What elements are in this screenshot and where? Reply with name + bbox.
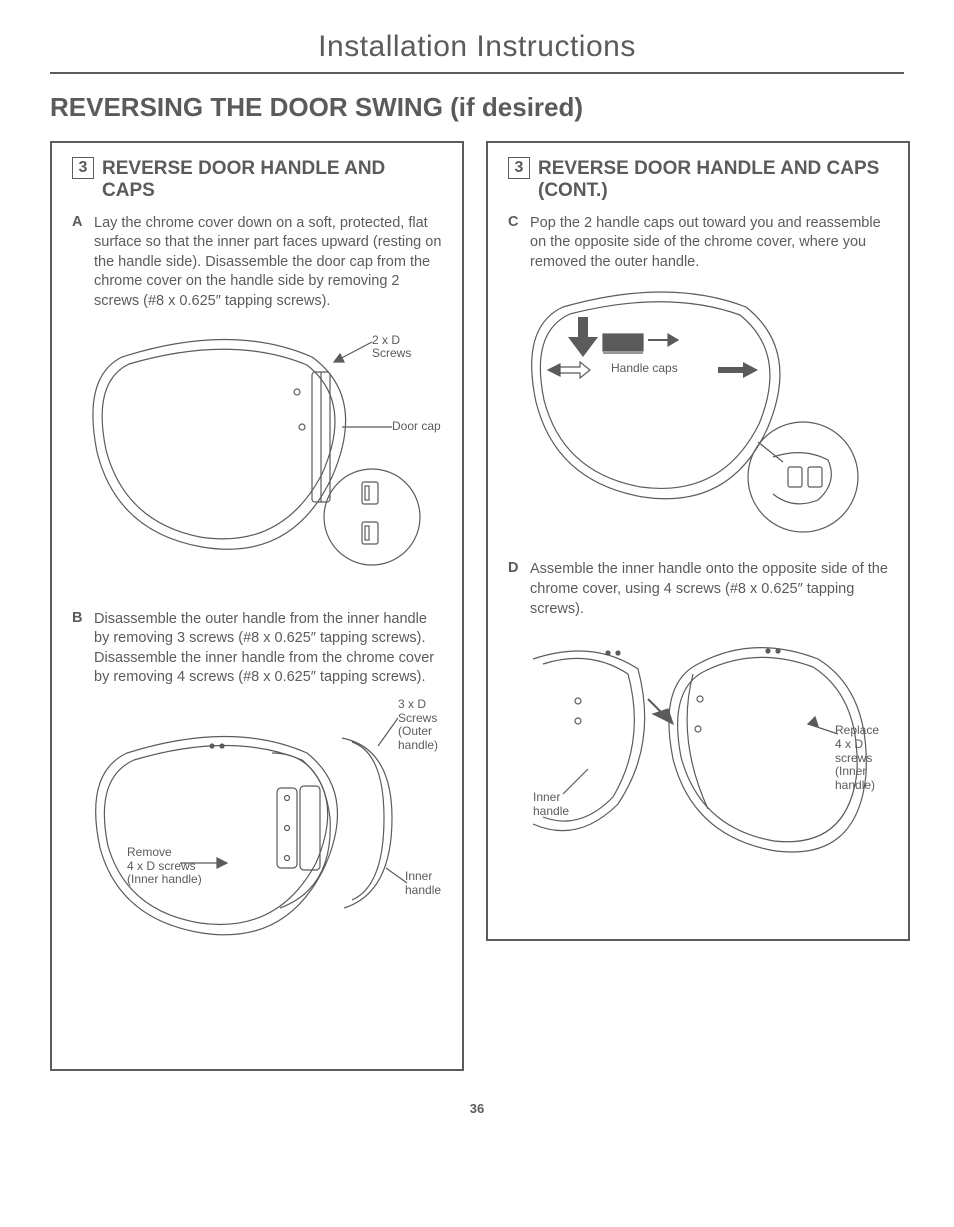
step-number-box-right: 3 <box>508 157 530 179</box>
left-panel: 3 REVERSE DOOR HANDLE AND CAPS A Lay the… <box>50 141 464 1071</box>
label-replace-4xd: Replace 4 x D screws (Inner handle) <box>835 724 879 793</box>
step-b: B Disassemble the outer handle from the … <box>72 610 442 688</box>
diagram-b: 3 x D Screws (Outer handle) Remove 4 x D… <box>72 698 442 948</box>
right-heading-text: REVERSE DOOR HANDLE AND CAPS (CONT.) <box>538 157 888 202</box>
step-b-letter: B <box>72 610 94 688</box>
step-b-text: Disassemble the outer handle from the in… <box>94 610 442 688</box>
step-a-text: Lay the chrome cover down on a soft, pro… <box>94 214 442 312</box>
step-c-letter: C <box>508 214 530 273</box>
step-number-box: 3 <box>72 157 94 179</box>
step-a-letter: A <box>72 214 94 312</box>
left-heading-text: REVERSE DOOR HANDLE AND CAPS <box>102 157 442 202</box>
diagram-a: 2 x D Screws Door cap <box>72 322 442 592</box>
step-c-text: Pop the 2 handle caps out toward you and… <box>530 214 888 273</box>
diagram-d: Inner handle Replace 4 x D screws (Inner… <box>508 629 888 874</box>
page-header: Installation Instructions <box>50 30 904 74</box>
right-panel: 3 REVERSE DOOR HANDLE AND CAPS (CONT.) C… <box>486 141 910 941</box>
step-c: C Pop the 2 handle caps out toward you a… <box>508 214 888 273</box>
page-number: 36 <box>50 1101 904 1116</box>
step-d-text: Assemble the inner handle onto the oppos… <box>530 560 888 619</box>
right-panel-heading: 3 REVERSE DOOR HANDLE AND CAPS (CONT.) <box>508 157 888 202</box>
step-d-letter: D <box>508 560 530 619</box>
label-handle-caps: Handle caps <box>611 362 678 376</box>
label-2xd-screws: 2 x D Screws <box>372 334 411 362</box>
step-a: A Lay the chrome cover down on a soft, p… <box>72 214 442 312</box>
label-door-cap: Door cap <box>392 420 441 434</box>
step-d: D Assemble the inner handle onto the opp… <box>508 560 888 619</box>
diagram-c: Handle caps <box>508 282 888 542</box>
label-inner-handle-b: Inner handle <box>405 870 441 898</box>
content-columns: 3 REVERSE DOOR HANDLE AND CAPS A Lay the… <box>50 141 904 1071</box>
section-title: REVERSING THE DOOR SWING (if desired) <box>50 92 904 123</box>
label-3xd-screws: 3 x D Screws (Outer handle) <box>398 698 438 753</box>
label-inner-handle-d: Inner handle <box>533 791 569 819</box>
left-panel-heading: 3 REVERSE DOOR HANDLE AND CAPS <box>72 157 442 202</box>
label-remove-4xd: Remove 4 x D screws (Inner handle) <box>127 846 202 887</box>
